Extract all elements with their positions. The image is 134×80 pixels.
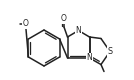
Text: O: O <box>23 19 28 28</box>
Text: S: S <box>107 47 113 56</box>
Text: N: N <box>76 26 81 35</box>
Text: N: N <box>87 54 92 62</box>
Text: O: O <box>61 14 67 23</box>
